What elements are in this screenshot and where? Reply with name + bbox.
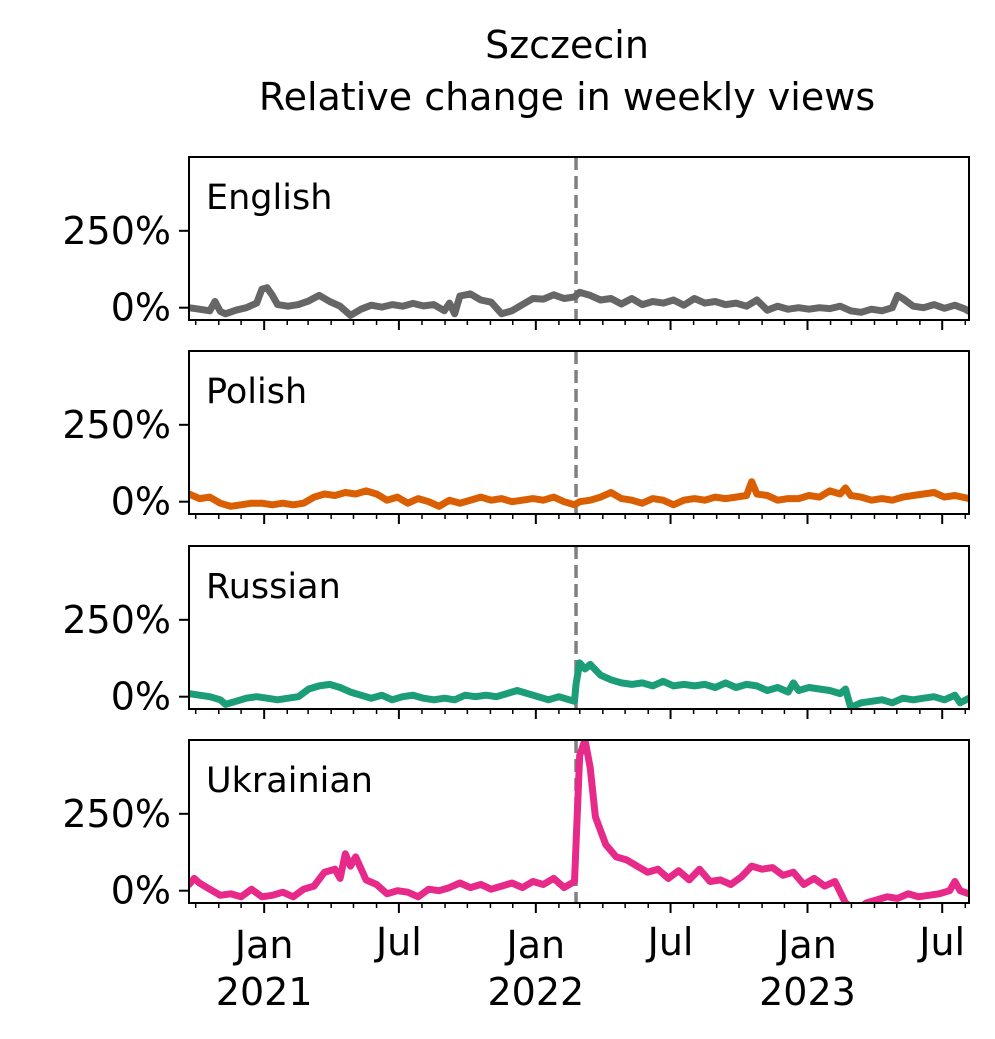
chart-subtitle: Relative change in weekly views: [259, 75, 875, 119]
y-tick-label: 0%: [111, 480, 171, 524]
x-tick-label: Jan: [776, 923, 837, 967]
x-tick-label: Jul: [646, 920, 694, 964]
y-tick-label: 0%: [111, 675, 171, 719]
y-tick-label: 250%: [62, 598, 171, 642]
series-line-russian: [189, 659, 969, 709]
x-tick-label: Jul: [917, 920, 965, 964]
panel-label: Ukrainian: [206, 761, 373, 801]
x-tick-label: Jul: [374, 920, 422, 964]
y-tick-label: 250%: [62, 403, 171, 447]
x-tick-label: Jan: [505, 923, 566, 967]
panel-polish: Polish 0% 250%: [62, 350, 970, 524]
panel-label: Polish: [206, 372, 307, 412]
y-tick-label: 0%: [111, 286, 171, 330]
y-tick-label: 250%: [62, 209, 171, 253]
chart-title: Szczecin: [485, 23, 649, 67]
series-line-english: [189, 284, 969, 319]
panel-english: English 0% 250%: [62, 156, 970, 330]
y-tick-label: 250%: [62, 792, 171, 836]
y-tick-label: 0%: [111, 869, 171, 913]
x-tick-label: Jan: [233, 923, 294, 967]
series-line-polish: [189, 478, 969, 510]
panel-russian: Russian 0% 250%: [62, 545, 970, 719]
x-tick-sublabel: 2023: [759, 970, 856, 1014]
panel-label: Russian: [206, 567, 341, 607]
series-line-ukrainian: [189, 740, 969, 903]
x-tick-sublabel: 2021: [216, 970, 313, 1014]
x-tick-sublabel: 2022: [487, 970, 584, 1014]
panel-ukrainian: Ukrainian 0% 250%: [62, 739, 970, 913]
panel-label: English: [206, 178, 332, 218]
